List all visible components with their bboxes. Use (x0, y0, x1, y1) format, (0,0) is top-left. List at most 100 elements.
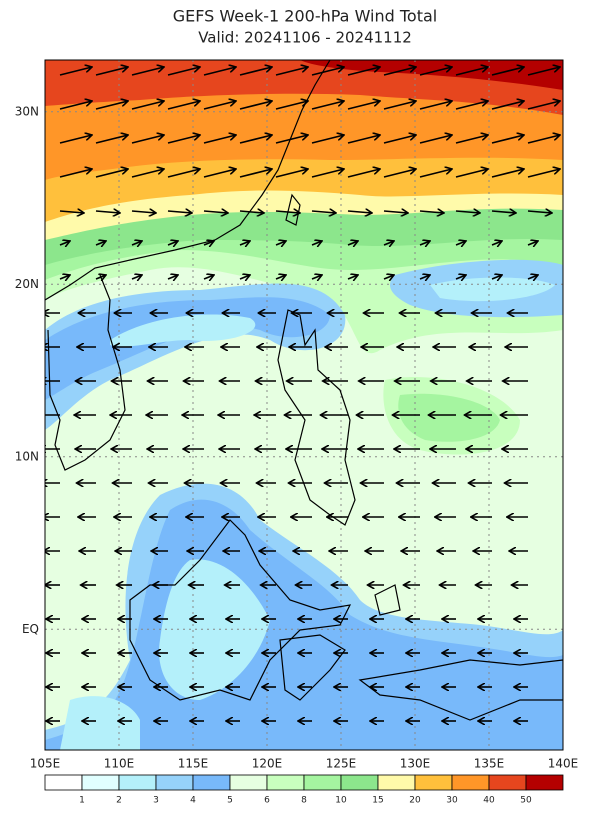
wind-arrow (491, 135, 524, 144)
wind-arrow (419, 275, 430, 279)
wind-field (45, 60, 563, 750)
coastlines (45, 60, 563, 721)
colorbar-box (44, 774, 83, 791)
wind-arrow (527, 67, 560, 76)
wind-arrow (383, 241, 394, 245)
wind-arrow (239, 169, 272, 178)
wind-arrow (167, 101, 200, 110)
wind-arrow (455, 169, 488, 178)
wind-arrow (203, 211, 228, 213)
wind-vectors (45, 67, 560, 721)
colorbar-label: 30 (446, 796, 458, 806)
coastline (279, 634, 346, 701)
wind-arrow (167, 241, 178, 245)
coastline (129, 519, 352, 701)
wind-arrow (347, 67, 380, 76)
colorbar-box (229, 774, 268, 791)
wind-arrow (347, 241, 358, 245)
wind-arrow (455, 275, 466, 279)
wind-arrow (527, 211, 552, 213)
colorbar-box (488, 774, 527, 791)
wind-arrow (383, 275, 394, 279)
wind-arrow (203, 241, 214, 245)
wind-arrow (167, 67, 200, 76)
colorbar-box (525, 774, 564, 791)
wind-arrow (527, 101, 560, 110)
wind-arrow (239, 275, 250, 279)
y-tick-label: 20N (15, 277, 39, 291)
wind-arrow (347, 275, 358, 279)
wind-arrow (347, 135, 380, 144)
colorbar-label: 50 (520, 796, 532, 806)
wind-arrow (383, 101, 416, 110)
y-tick-label: EQ (22, 622, 39, 636)
colorbar-label: 2 (116, 796, 122, 806)
wind-arrow (491, 67, 524, 76)
colorbar-box (340, 774, 379, 791)
shade (300, 60, 563, 90)
colorbar-box (377, 774, 416, 791)
chart-subtitle: Valid: 20241106 - 20241112 (198, 29, 412, 47)
wind-arrow (203, 169, 236, 178)
wind-arrow (275, 275, 286, 279)
x-tick-label: 130E (400, 757, 431, 771)
wind-arrow (59, 211, 84, 213)
colorbar-box (192, 774, 231, 791)
wind-arrow (383, 169, 416, 178)
coastline (358, 659, 563, 721)
wind-arrow (311, 169, 344, 178)
wind-arrow (131, 169, 164, 178)
colorbar-label: 8 (301, 796, 307, 806)
wind-arrow (131, 67, 164, 76)
wind-arrow (347, 211, 372, 213)
coastline (47, 274, 126, 471)
wind-arrow (311, 241, 322, 245)
wind-arrow (491, 241, 502, 245)
wind-arrow (491, 169, 524, 178)
wind-arrow (167, 275, 178, 279)
wind-arrow (419, 101, 452, 110)
coastline (277, 309, 356, 526)
colorbar-box (451, 774, 490, 791)
wind-arrow (527, 169, 560, 178)
wind-arrow (311, 211, 336, 213)
x-tick-label: 135E (474, 757, 505, 771)
colorbar-label: 3 (153, 796, 159, 806)
wind-arrow (491, 211, 516, 213)
wind-arrow (95, 67, 128, 76)
wind-arrow (419, 67, 452, 76)
wind-arrow (311, 275, 322, 279)
x-tick-label: 125E (326, 757, 357, 771)
shade (60, 696, 140, 750)
wind-arrow (95, 275, 106, 279)
wind-arrow (455, 211, 480, 213)
wind-arrow (203, 101, 236, 110)
x-tick-label: 115E (178, 757, 209, 771)
wind-arrow (131, 135, 164, 144)
y-tick-label: 30N (15, 104, 39, 118)
coastline (45, 60, 331, 301)
wind-arrow (95, 211, 120, 213)
wind-arrow (59, 241, 70, 245)
wind-arrow (311, 67, 344, 76)
colorbar-label: 10 (335, 796, 347, 806)
map-frame (44, 59, 564, 751)
colorbar-box (155, 774, 194, 791)
wind-arrow (455, 241, 466, 245)
wind-arrow (527, 241, 538, 245)
colorbar-label: 6 (264, 796, 270, 806)
wind-arrow (419, 169, 452, 178)
wind-arrow (95, 169, 128, 178)
wind-arrow (167, 211, 192, 213)
wind-arrow (275, 101, 308, 110)
colorbar-box (266, 774, 305, 791)
wind-arrow (59, 101, 92, 110)
wind-arrow (95, 241, 106, 245)
wind-arrow (383, 67, 416, 76)
colorbar-label: 1 (79, 796, 85, 806)
wind-arrow (311, 101, 344, 110)
wind-arrow (131, 101, 164, 110)
wind-arrow (419, 211, 444, 213)
x-tick-label: 110E (104, 757, 135, 771)
